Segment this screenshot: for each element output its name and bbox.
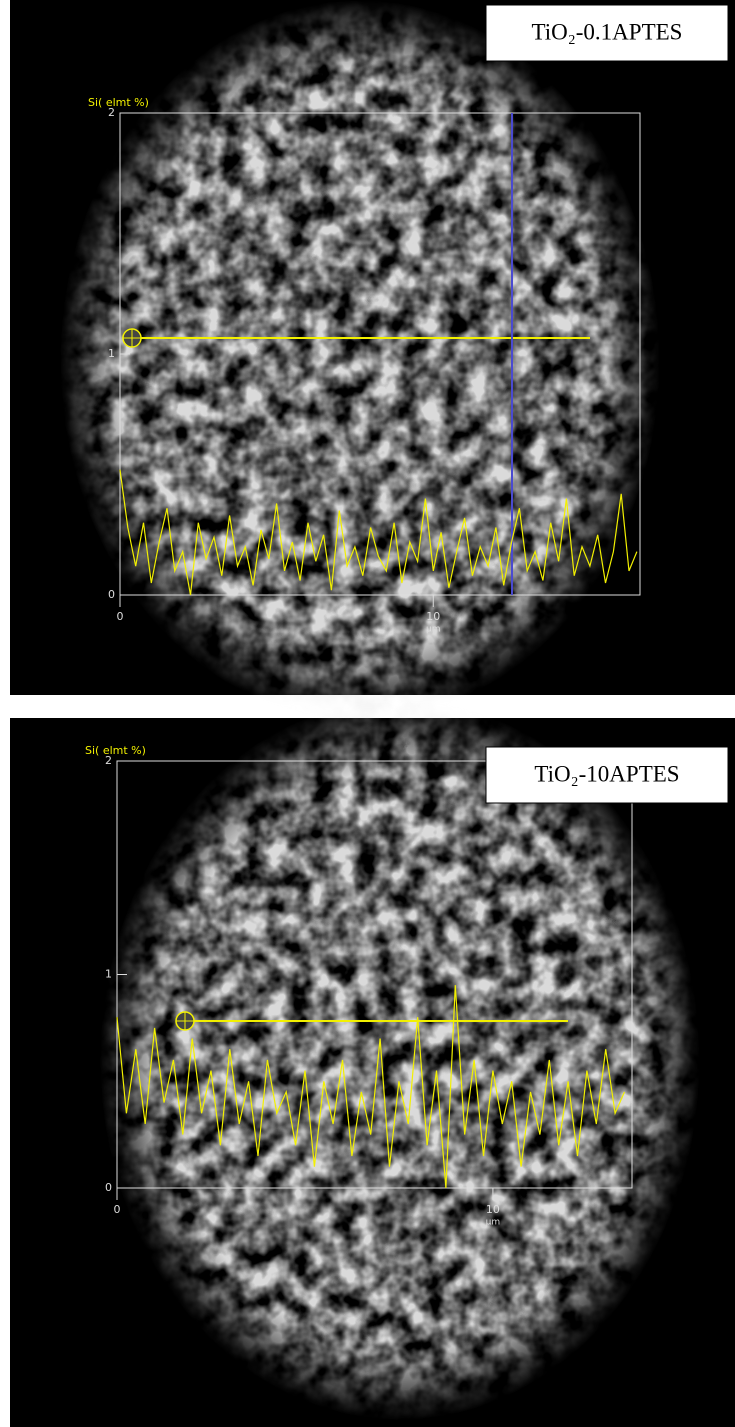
scan-marker-cross bbox=[123, 329, 141, 347]
y-tick-label: 2 bbox=[105, 754, 112, 767]
title-box bbox=[485, 4, 729, 62]
y-tick-label: 1 bbox=[108, 347, 115, 360]
panel-title: TiO₂-10APTES bbox=[534, 761, 679, 786]
x-axis-unit: µm bbox=[486, 1218, 501, 1228]
panel-title: TiO₂-0.1APTES bbox=[532, 19, 683, 44]
y-axis-label: Si( elmt %) bbox=[88, 96, 149, 109]
x-axis-unit: µm bbox=[426, 625, 441, 635]
particle bbox=[60, 0, 660, 720]
x-tick-label: 0 bbox=[117, 610, 124, 623]
y-tick-label: 2 bbox=[108, 106, 115, 119]
particle bbox=[100, 700, 700, 1420]
x-tick-label: 0 bbox=[114, 1203, 121, 1216]
line-series bbox=[119, 469, 638, 596]
y-axis-label: Si( elmt %) bbox=[85, 744, 146, 757]
scan-marker-cross bbox=[176, 1012, 194, 1030]
x-tick-label: 10 bbox=[486, 1203, 500, 1216]
y-tick-label: 0 bbox=[105, 1181, 112, 1194]
y-tick-label: 0 bbox=[108, 588, 115, 601]
line-series bbox=[116, 985, 626, 1189]
y-tick-label: 1 bbox=[105, 968, 112, 981]
x-tick-label: 10 bbox=[426, 610, 440, 623]
title-box bbox=[485, 746, 729, 804]
